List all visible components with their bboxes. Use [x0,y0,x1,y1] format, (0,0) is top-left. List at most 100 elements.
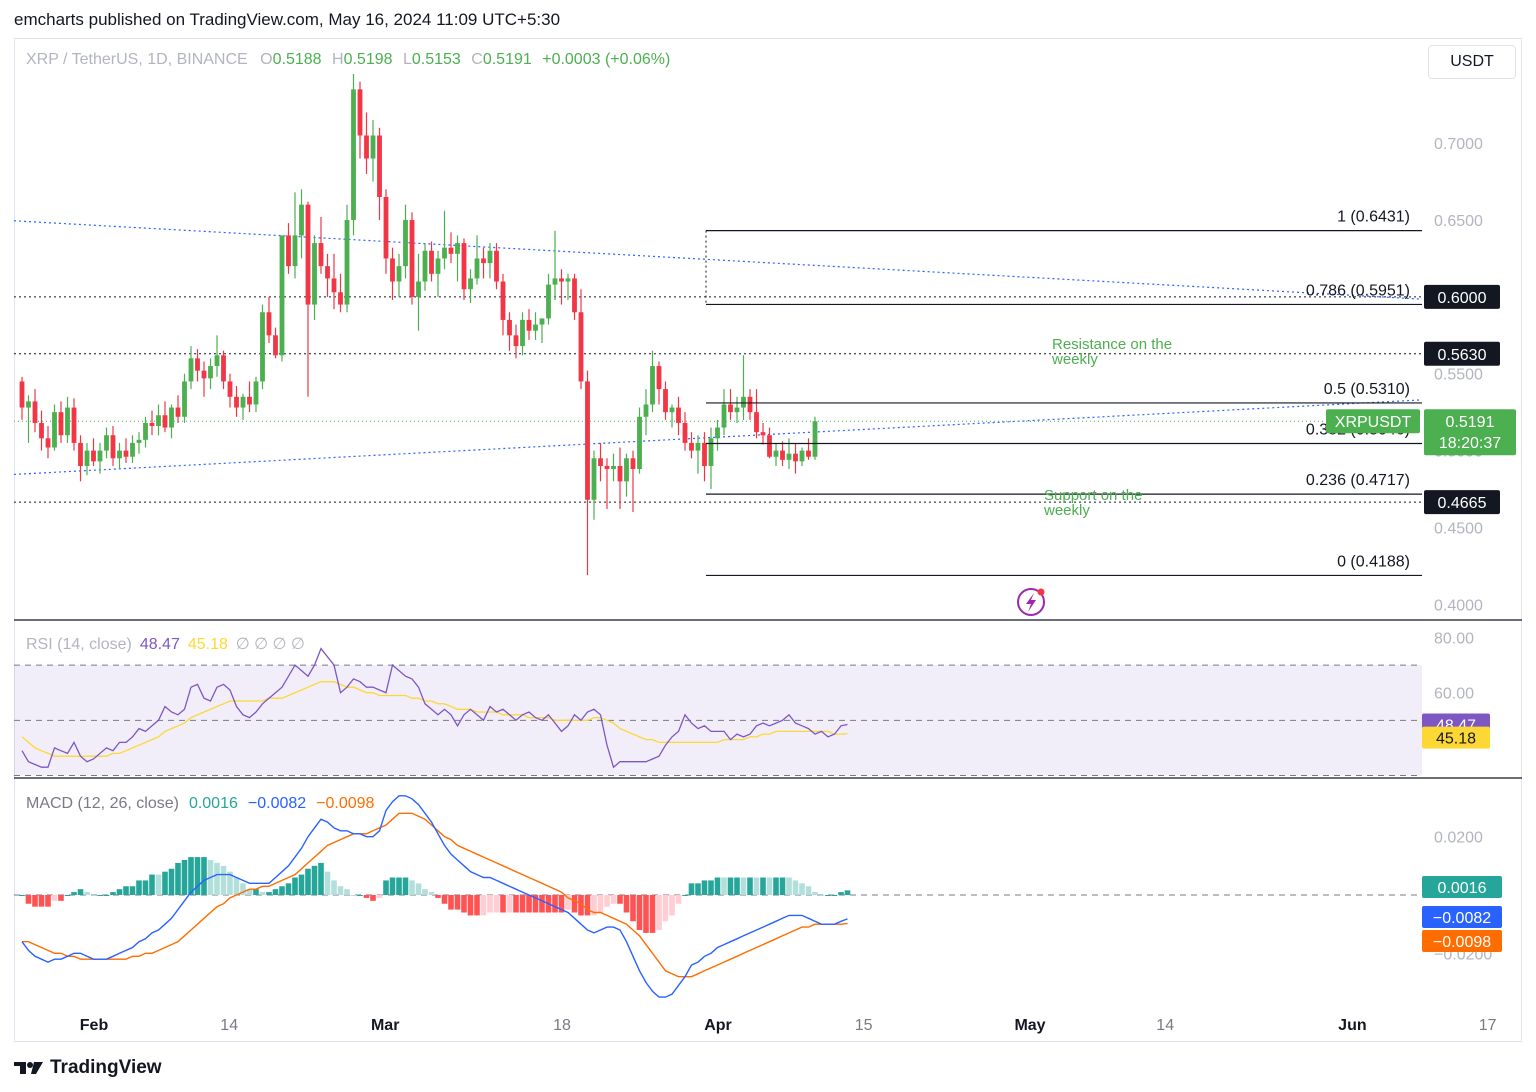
macd-hist-bar-45 [311,865,318,895]
candle-body-6 [58,412,64,436]
macd-axis-tick-0: 0.0200 [1434,830,1483,847]
macd-hist-tag-text: 0.0016 [1438,880,1487,897]
annotation-line2-0: weekly [1051,351,1098,368]
lightning-circle [1017,588,1045,616]
macd-hist-bar-93 [623,895,630,913]
macd-hist-bar-66 [448,895,454,910]
macd-hist-bar-59 [402,877,409,895]
macd-hist-bar-89 [597,895,604,913]
candle-body-59 [403,220,408,267]
candle-body-99 [663,389,668,413]
candle-body-5 [52,412,57,448]
candle-body-36 [253,381,259,405]
candle-body-23 [169,407,174,428]
macd-value-tag-text: −0.0082 [1433,910,1491,927]
macd-hist-bar-98 [656,895,662,930]
macd-signal-tag-bg [1422,930,1502,952]
macd-hist-bar-61 [415,883,422,895]
candle-body-108 [721,404,727,428]
macd-hist-bar-4 [45,895,51,907]
currency-button[interactable]: USDT [1428,45,1516,79]
rsi-axis-tick-1: 60.00 [1434,686,1474,703]
candle-body-106 [708,438,714,466]
macd-value-tag-bg [1422,906,1502,928]
macd-hist-bar-58 [396,877,402,895]
candle-body-37 [260,312,265,382]
candle-body-55 [377,135,382,197]
candle-body-0 [19,381,25,408]
candle-body-49 [338,292,343,305]
candle-body-107 [715,427,720,439]
candle-body-64 [435,258,441,274]
candle-body-98 [656,366,662,390]
chart-canvas[interactable]: 0.70000.65000.60000.55000.50000.45000.40… [0,0,1536,1050]
tradingview-logo-icon [14,1062,43,1074]
candle-body-40 [279,235,285,356]
candle-body-4 [45,438,51,448]
candle-body-65 [442,247,447,259]
symbol-tag-bg [1326,409,1420,434]
candle-body-34 [240,396,246,408]
macd-hist-bar-106 [708,880,714,895]
candle-body-33 [234,396,239,408]
macd-hist-bar-62 [422,889,428,895]
macd-hist-bar-63 [428,892,435,895]
candle-body-96 [643,404,649,417]
macd-hist-bar-37 [259,892,266,895]
candle-body-29 [208,366,213,379]
macd-hist-bar-19 [142,880,149,895]
price-axis-tick-3: 0.5500 [1434,367,1483,384]
macd-hist-bar-32 [227,871,233,895]
macd-legend-macd: −0.0082 [248,795,306,812]
candle-body-28 [201,370,207,379]
macd-hist-bar-122 [812,892,818,895]
macd-hist-bar-46 [318,862,324,895]
annotation-line1-0: Resistance on the [1052,336,1172,353]
level-tag-0-text: 0.6000 [1438,290,1487,307]
macd-hist-bar-117 [779,877,786,895]
macd-hist-bar-24 [175,862,181,895]
time-axis-tick-8: Jun [1338,1017,1366,1034]
candle-body-71 [481,258,486,264]
macd-hist-bar-21 [155,874,162,895]
macd-hist-bar-8 [71,892,77,895]
candle-body-81 [546,284,551,319]
macd-hist-bar-91 [610,895,617,904]
candle-body-85 [572,278,577,313]
macd-hist-bar-12 [97,895,103,896]
macd-hist-bar-60 [409,880,415,895]
macd-hist-bar-1 [25,895,32,904]
candle-body-3 [39,422,44,439]
annotation-line2-1: weekly [1043,502,1090,519]
candle-body-8 [71,407,77,443]
candle-body-61 [416,281,421,297]
footer-brand: TradingView [50,1057,162,1078]
candle-body-104 [695,442,701,451]
candle-body-1 [26,401,31,408]
tradingview-footer[interactable]: TradingView [14,1056,162,1080]
candle-body-25 [182,381,187,417]
macd-signal-tag-text: −0.0098 [1433,934,1491,951]
candle-body-13 [104,435,109,451]
trendline-0 [13,220,1423,300]
macd-hist-bar-118 [786,877,792,895]
macd-hist-bar-78 [526,895,532,913]
macd-hist-bar-72 [487,895,493,913]
candle-body-51 [351,89,356,221]
macd-hist-bar-65 [441,895,448,904]
macd-hist-bar-38 [266,892,272,895]
macd-hist-bar-102 [682,895,688,896]
fib-label-2: 0.5 (0.5310) [1324,381,1410,398]
macd-hist-bar-76 [513,895,519,913]
macd-hist-bar-27 [194,857,201,895]
price-axis-tick-0: 0.7000 [1434,136,1483,153]
candle-body-105 [702,442,707,466]
macd-hist-bar-113 [753,877,760,895]
macd-hist-bar-48 [331,880,337,895]
macd-line [21,795,848,998]
candle-body-7 [65,407,70,436]
macd-hist-bar-15 [116,889,123,895]
candle-body-102 [682,422,688,443]
rsi-ma-tag-text: 45.18 [1436,731,1476,748]
